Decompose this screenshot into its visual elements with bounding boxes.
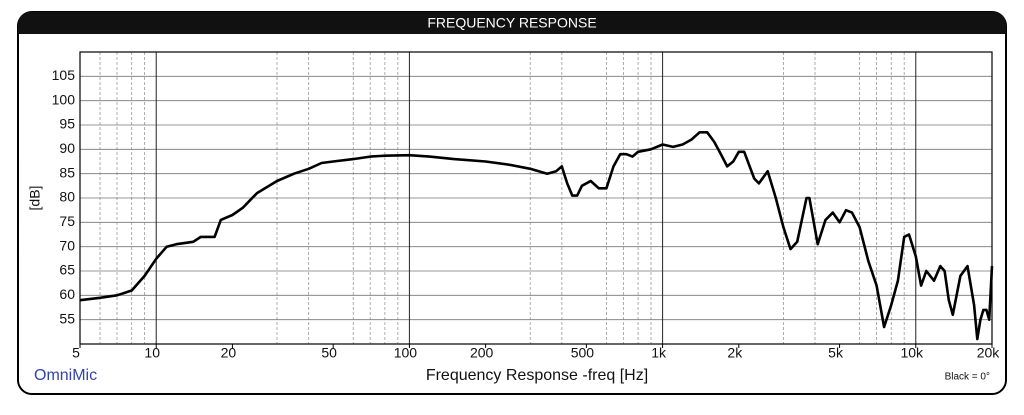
x-tick-label: 10k [900,345,924,361]
x-tick-label: 2k [727,345,743,361]
x-tick-label: 5k [828,345,844,361]
y-tick-label: 65 [59,262,75,278]
y-tick-label: 55 [59,310,75,326]
frame [17,11,1007,395]
x-tick-label: 10 [144,345,160,361]
x-tick-label: 20 [221,345,237,361]
header-bar [18,12,1006,34]
y-tick-label: 105 [52,67,76,83]
y-tick-label: 85 [59,164,75,180]
y-tick-label: 70 [59,237,75,253]
y-tick-label: 90 [59,140,75,156]
x-tick-label: 200 [470,345,494,361]
annotation: Black = 0° [945,372,990,383]
x-tick-label: 100 [394,345,418,361]
x-tick-label: 50 [321,345,337,361]
y-tick-label: 60 [59,286,75,302]
x-tick-label: 1k [651,345,667,361]
y-tick-label: 95 [59,116,75,132]
plot-border [79,51,993,345]
x-tick-label: 20k [977,345,1001,361]
brand: OmniMic [34,367,97,384]
x-tick-label: 500 [571,345,595,361]
x-tick-label: 5 [72,345,80,361]
y-tick-label: 75 [59,213,75,229]
y-tick-label: 100 [52,91,76,107]
y-axis-label: [dB] [27,186,43,211]
chart-title: FREQUENCY RESPONSE [427,15,596,31]
response-line [79,131,994,341]
x-axis-label: Frequency Response -freq [Hz] [426,367,648,384]
y-tick-label: 80 [59,189,75,205]
